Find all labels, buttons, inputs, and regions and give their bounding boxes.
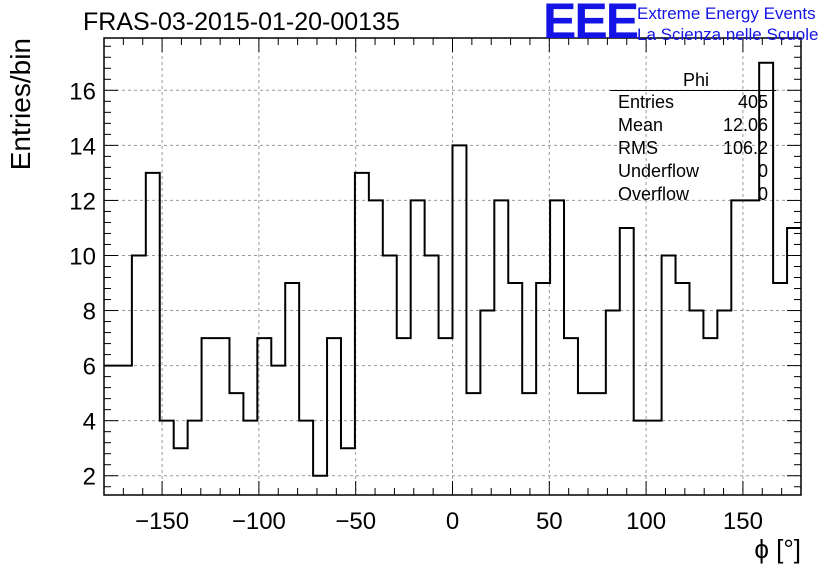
stats-label: Entries xyxy=(618,92,675,112)
y-tick-label: 10 xyxy=(69,243,96,270)
y-axis-label: Entries/bin xyxy=(5,38,36,170)
x-tick-label: −50 xyxy=(335,508,376,535)
x-tick-label: 50 xyxy=(536,508,563,535)
x-tick-label: 150 xyxy=(723,508,763,535)
y-tick-label: 14 xyxy=(69,133,96,160)
x-tick-label: −150 xyxy=(135,508,189,535)
y-tick-label: 12 xyxy=(69,188,96,215)
x-tick-label: 100 xyxy=(626,508,666,535)
y-tick-label: 6 xyxy=(83,354,96,381)
stats-name: Phi xyxy=(610,70,776,91)
stats-label: RMS xyxy=(618,138,658,158)
histogram-line xyxy=(104,61,801,477)
stats-label: Mean xyxy=(618,115,664,135)
y-tick-label: 16 xyxy=(69,78,96,105)
y-tick-label: 4 xyxy=(83,409,96,436)
stats-value: 12.06 xyxy=(722,115,768,135)
stats-row-underflow: Underflow 0 xyxy=(610,160,776,183)
stats-label: Underflow xyxy=(618,161,700,181)
stats-value: 106.2 xyxy=(722,138,768,158)
y-tick-label: 8 xyxy=(83,299,96,326)
eee-logo: EEE xyxy=(543,0,639,49)
stats-row-rms: RMS 106.2 xyxy=(610,137,776,160)
stats-value: 405 xyxy=(737,92,768,112)
stats-row-entries: Entries 405 xyxy=(610,91,776,114)
stats-box: Phi Entries 405 Mean 12.06 RMS 106.2 Und… xyxy=(610,70,776,206)
stats-value: 0 xyxy=(757,184,768,204)
stats-value: 0 xyxy=(757,161,768,181)
logo-line-1: Extreme Energy Events xyxy=(637,4,816,23)
x-tick-label: −100 xyxy=(232,508,286,535)
chart-title: FRAS-03-2015-01-20-00135 xyxy=(83,8,400,36)
x-axis-label: ϕ [°] xyxy=(754,534,801,564)
stats-row-overflow: Overflow 0 xyxy=(610,183,776,206)
x-tick-label: 0 xyxy=(446,508,459,535)
stats-label: Overflow xyxy=(618,184,690,204)
logo-line-2: La Scienza nelle Scuole xyxy=(637,25,819,44)
y-tick-label: 2 xyxy=(83,464,96,491)
stats-row-mean: Mean 12.06 xyxy=(610,114,776,137)
